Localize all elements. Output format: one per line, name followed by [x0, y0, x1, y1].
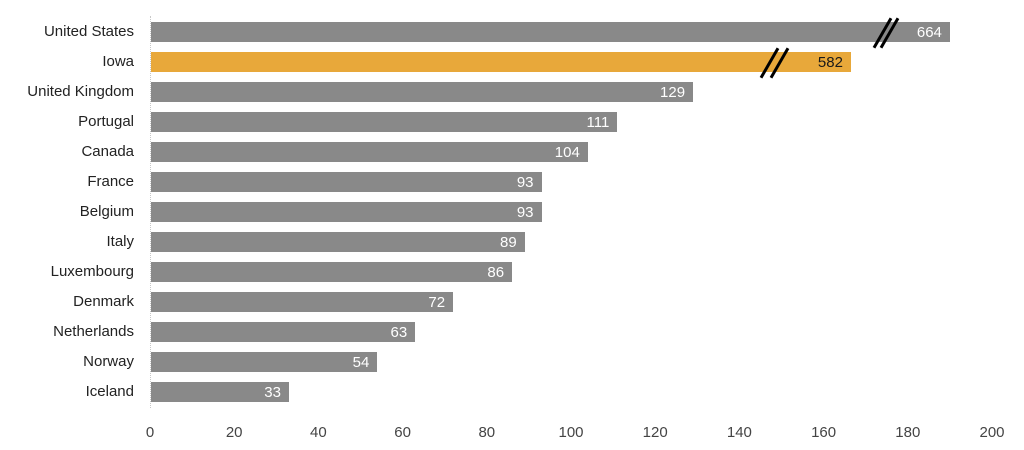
- bar: 104: [151, 142, 588, 162]
- category-label: Iceland: [85, 383, 134, 400]
- bar: 664: [151, 22, 950, 42]
- category-label: United Kingdom: [27, 83, 134, 100]
- value-label: 111: [586, 114, 610, 131]
- value-label: 104: [554, 144, 580, 161]
- category-label: France: [87, 173, 134, 190]
- bar: 582: [151, 52, 851, 72]
- x-tick-label: 60: [394, 424, 411, 441]
- bar-row: Canada 104: [0, 142, 1024, 162]
- category-label: Iowa: [102, 53, 134, 70]
- y-axis-line: [150, 16, 151, 408]
- category-label: Luxembourg: [50, 263, 134, 280]
- category-label: Netherlands: [53, 323, 134, 340]
- bar-row: Iceland 33: [0, 382, 1024, 402]
- x-tick-label: 140: [726, 424, 752, 441]
- bar: 89: [151, 232, 525, 252]
- x-tick-label: 40: [310, 424, 327, 441]
- value-label: 63: [390, 324, 408, 341]
- value-label: 582: [817, 54, 843, 71]
- bar-row: Portugal 111: [0, 112, 1024, 132]
- x-tick-label: 100: [558, 424, 584, 441]
- bar-row: United Kingdom 129: [0, 82, 1024, 102]
- bar: 129: [151, 82, 694, 102]
- bar-row: Iowa 582: [0, 52, 1024, 72]
- value-label: 129: [660, 84, 686, 101]
- value-label: 664: [916, 24, 942, 41]
- bar: 86: [151, 262, 513, 282]
- value-label: 54: [352, 354, 370, 371]
- category-label: Canada: [81, 143, 134, 160]
- bar-row: Denmark 72: [0, 292, 1024, 312]
- value-label: 89: [500, 234, 517, 251]
- bar: 93: [151, 202, 542, 222]
- x-tick-label: 120: [642, 424, 668, 441]
- value-label: 93: [516, 174, 534, 191]
- value-label: 72: [428, 294, 446, 311]
- x-tick-label: 200: [979, 424, 1005, 441]
- bar-row: Luxembourg 86: [0, 262, 1024, 282]
- bar-row: Belgium 93: [0, 202, 1024, 222]
- bar-row: Netherlands 63: [0, 322, 1024, 342]
- value-label: 86: [487, 264, 505, 281]
- x-tick-label: 0: [145, 424, 155, 441]
- bar: 63: [151, 322, 416, 342]
- bar: 111: [151, 112, 618, 132]
- bar-row: Italy 89: [0, 232, 1024, 252]
- value-label: 93: [516, 204, 534, 221]
- category-label: Italy: [106, 233, 134, 250]
- x-tick-label: 80: [478, 424, 496, 441]
- x-tick-label: 20: [225, 424, 243, 441]
- category-label: Belgium: [79, 203, 134, 220]
- x-tick-label: 180: [895, 424, 921, 441]
- x-tick-label: 160: [811, 424, 837, 441]
- category-label: Norway: [83, 353, 134, 370]
- bar: 72: [151, 292, 454, 312]
- category-label: United States: [43, 23, 134, 40]
- bar-row: United States 664: [0, 22, 1024, 42]
- bar-row: Norway 54: [0, 352, 1024, 372]
- bar: 54: [151, 352, 378, 372]
- category-label: Denmark: [73, 293, 134, 310]
- bar: 33: [151, 382, 289, 402]
- bar-row: France 93: [0, 172, 1024, 192]
- category-label: Portugal: [78, 113, 134, 130]
- bar: 93: [151, 172, 542, 192]
- value-label: 33: [264, 384, 281, 401]
